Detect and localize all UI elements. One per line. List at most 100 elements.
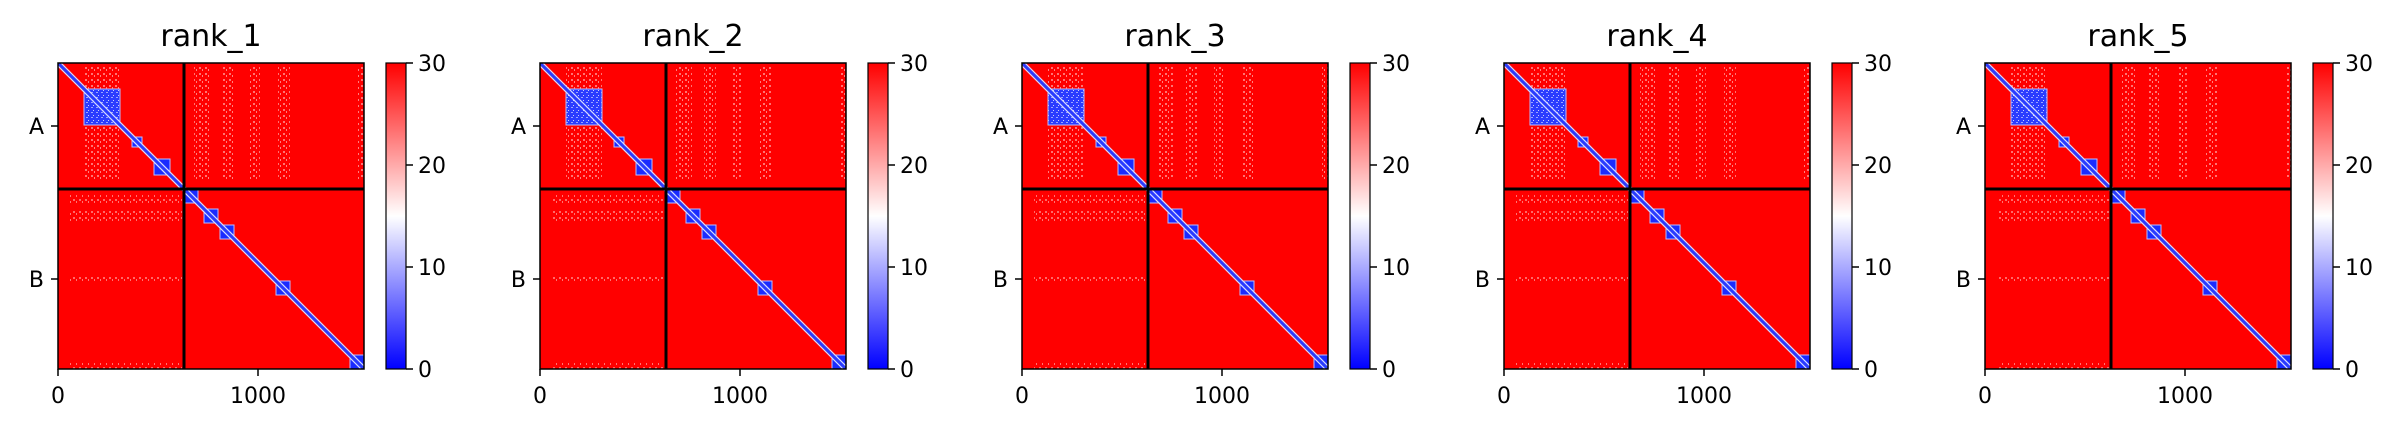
panel-title: rank_3	[1124, 19, 1225, 54]
panel-rank_1: rank_1 A B 0 1000 0 10 20 30	[29, 19, 446, 409]
speckle-stripe	[1186, 67, 1198, 179]
colorbar-tick-label: 20	[900, 154, 928, 179]
x-tick-label: 0	[1015, 384, 1029, 409]
colorbar	[867, 62, 889, 370]
panel-rank_2: rank_2 A B 0 1000 0 10 20 30	[511, 19, 928, 409]
colorbar-tick-label: 20	[1382, 154, 1410, 179]
colorbar-tick-label: 10	[1382, 256, 1410, 281]
panel-rank_3: rank_3 A B 0 1000 0 10 20 30	[993, 19, 1410, 409]
speckle-band	[1516, 363, 1628, 369]
colorbar-tick-label: 0	[418, 358, 432, 383]
colorbar-tick-label: 0	[900, 358, 914, 383]
speckle-band	[1034, 275, 1146, 283]
heatmap-area	[1985, 63, 2291, 369]
panel-title: rank_1	[160, 19, 261, 54]
speckle-band	[1516, 209, 1628, 221]
diagonal-line	[540, 63, 846, 369]
y-tick-label: B	[993, 268, 1008, 293]
y-tick-label: A	[1475, 115, 1490, 140]
diagonal-edge	[1504, 65, 1808, 369]
colorbar-tick-label: 10	[1864, 256, 1892, 281]
speckle-stripe	[732, 67, 742, 179]
y-tick-label: A	[1956, 115, 1971, 140]
y-tick-label: B	[511, 268, 526, 293]
speckle-stripe	[2121, 67, 2137, 179]
speckle-stripe	[194, 67, 210, 179]
speckle-stripe	[222, 67, 234, 179]
speckle-stripe	[1724, 67, 1736, 179]
x-tick-label: 1000	[230, 384, 286, 409]
diagonal-line	[1022, 63, 1328, 369]
speckle-band	[1516, 275, 1628, 283]
diagonal-edge	[540, 65, 844, 369]
heatmap-area	[58, 63, 364, 369]
speckle-stripe	[2177, 67, 2187, 179]
speckle-band	[70, 275, 182, 283]
colorbar	[385, 62, 407, 370]
speckle-band	[1997, 195, 2109, 203]
speckle-stripe	[840, 67, 846, 179]
speckle-stripe	[704, 67, 716, 179]
diagonal-line	[58, 63, 364, 369]
x-tick-label: 0	[1978, 384, 1992, 409]
speckle-band	[1034, 209, 1146, 221]
y-tick-label: B	[1475, 268, 1490, 293]
colorbar-tick-label: 0	[2345, 358, 2359, 383]
diagonal-line	[1504, 63, 1810, 369]
plot-frame	[1984, 62, 2292, 370]
x-tick-label: 1000	[2157, 384, 2213, 409]
panel-rank_5: rank_5 A B 0 1000 0 10 20 30	[1956, 19, 2373, 409]
diagonal-edge	[1985, 65, 2289, 369]
speckle-stripe	[2285, 67, 2291, 179]
diagonal-edge	[542, 63, 846, 367]
speckle-stripe	[250, 67, 260, 179]
speckle-stripe	[1214, 67, 1224, 179]
colorbar-tick-label: 30	[1864, 52, 1892, 77]
diagonal-edge	[60, 63, 364, 367]
speckle-stripe	[760, 67, 772, 179]
speckle-band	[70, 363, 182, 369]
diagonal-edge	[58, 65, 362, 369]
diagonal-edge	[1024, 63, 1328, 367]
x-tick-label: 0	[51, 384, 65, 409]
speckle-stripe	[1242, 67, 1254, 179]
y-tick-label: A	[993, 115, 1008, 140]
speckle-band	[552, 209, 664, 221]
panel-title: rank_5	[2087, 19, 2188, 54]
speckle-band	[1997, 275, 2109, 283]
colorbar	[2312, 62, 2334, 370]
speckle-band	[552, 195, 664, 203]
colorbar	[1831, 62, 1853, 370]
speckle-band	[1034, 363, 1146, 369]
heatmap-area	[540, 63, 846, 369]
speckle-stripe	[358, 67, 364, 179]
diagonal-edge	[1022, 65, 1326, 369]
speckle-stripe	[2149, 67, 2161, 179]
y-tick-label: B	[1956, 268, 1971, 293]
colorbar-tick-label: 30	[2345, 52, 2373, 77]
colorbar-tick-label: 0	[1382, 358, 1396, 383]
y-tick-label: A	[29, 115, 44, 140]
speckle-band	[70, 209, 182, 221]
panel-title: rank_2	[642, 19, 743, 54]
heatmap-area	[1504, 63, 1810, 369]
colorbar-tick-label: 10	[2345, 256, 2373, 281]
x-tick-label: 1000	[1194, 384, 1250, 409]
plot-frame	[539, 62, 847, 370]
speckle-stripe	[1696, 67, 1706, 179]
colorbar-tick-label: 30	[900, 52, 928, 77]
x-tick-label: 0	[533, 384, 547, 409]
x-tick-label: 1000	[1676, 384, 1732, 409]
speckle-band	[1034, 195, 1146, 203]
panel-rank_4: rank_4 A B 0 1000 0 10 20 30	[1475, 19, 1892, 409]
heatmap-area	[1022, 63, 1328, 369]
speckle-stripe	[1804, 67, 1810, 179]
colorbar-tick-label: 20	[418, 154, 446, 179]
speckle-stripe	[1322, 67, 1328, 179]
speckle-band	[552, 363, 664, 369]
speckle-stripe	[1668, 67, 1680, 179]
speckle-band	[1516, 195, 1628, 203]
colorbar-tick-label: 10	[418, 256, 446, 281]
diagonal-edge	[1506, 63, 1810, 367]
